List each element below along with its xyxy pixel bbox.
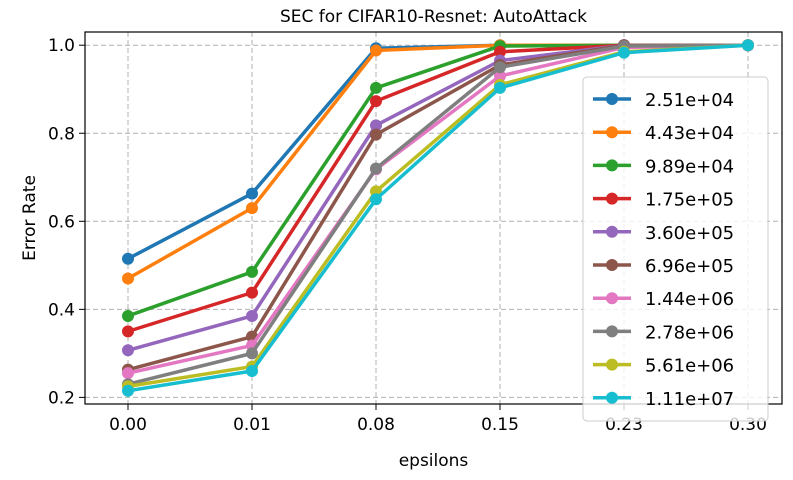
legend-label: 2.51e+04 [645, 90, 734, 111]
x-axis-label: epsilons [399, 451, 469, 471]
legend-label: 5.61e+06 [645, 356, 734, 377]
legend-item: 2.51e+04 [593, 90, 734, 111]
series-layer [122, 39, 754, 397]
data-point [742, 39, 754, 52]
legend-swatch-marker [606, 358, 618, 371]
data-point [246, 265, 258, 278]
legend-item: 2.78e+06 [593, 322, 734, 343]
series-line [127, 43, 749, 393]
y-tick-label: 0.4 [48, 300, 75, 320]
legend-label: 6.96e+05 [645, 256, 734, 277]
data-point [122, 272, 134, 285]
data-point [246, 202, 258, 215]
data-point [246, 187, 258, 200]
x-tick-label: 0.08 [357, 415, 395, 435]
data-point [122, 384, 134, 397]
data-point [246, 364, 258, 377]
legend-swatch-marker [606, 93, 618, 105]
legend-item: 6.96e+05 [593, 256, 734, 277]
legend-label: 4.43e+04 [645, 123, 734, 144]
legend-label: 1.44e+06 [645, 289, 734, 310]
x-tick-label: 0.00 [109, 415, 147, 435]
y-tick-label: 0.8 [48, 124, 75, 144]
legend-swatch-marker [606, 391, 618, 404]
data-point [370, 95, 382, 108]
data-point [246, 309, 258, 322]
data-point [370, 119, 382, 132]
x-tick-label: 0.01 [233, 415, 271, 435]
y-tick-label: 0.2 [48, 388, 75, 408]
legend-box [582, 76, 769, 422]
data-point [370, 44, 382, 57]
y-tick-label: 0.6 [48, 212, 75, 232]
legend-item: 1.75e+05 [593, 190, 734, 211]
data-point [370, 162, 382, 175]
legend-label: 3.60e+05 [645, 223, 734, 244]
legend-label: 1.75e+05 [645, 190, 734, 211]
data-point [494, 81, 506, 94]
plot-frame [84, 31, 783, 405]
legend-swatch-marker [606, 325, 618, 338]
data-point [618, 46, 630, 59]
y-tick-label: 1.0 [48, 36, 75, 56]
legend-item: 9.89e+04 [593, 156, 734, 177]
series-1.11e+07 [122, 39, 754, 397]
data-point [246, 286, 258, 299]
legend-item: 4.43e+04 [593, 123, 734, 144]
legend-swatch-marker [606, 159, 618, 172]
data-point [246, 347, 258, 360]
data-point [122, 344, 134, 357]
data-point [122, 325, 134, 338]
legend-swatch-marker [606, 126, 618, 139]
legend-label: 2.78e+06 [645, 322, 734, 343]
y-axis-label: Error Rate [20, 175, 40, 261]
legend-swatch-marker [606, 259, 618, 271]
data-point [494, 45, 506, 58]
data-point [122, 367, 134, 380]
data-point [494, 70, 506, 83]
legend-swatch-marker [606, 292, 618, 305]
data-point [370, 81, 382, 94]
series-line [127, 43, 749, 386]
data-point [370, 128, 382, 141]
legend-label: 1.11e+07 [645, 389, 734, 410]
legend-swatch-marker [606, 192, 618, 205]
legend-item: 1.11e+07 [593, 389, 734, 410]
chart-title: SEC for CIFAR10-Resnet: AutoAttack [280, 7, 587, 27]
data-point [122, 309, 134, 322]
legend: 2.51e+04 4.43e+04 9.89e+04 1.75e+05 3.60e+05… [582, 76, 769, 422]
legend-item: 1.44e+06 [593, 289, 734, 310]
legend-swatch-marker [606, 225, 618, 238]
x-tick-label: 0.15 [481, 415, 519, 435]
legend-label: 9.89e+04 [645, 156, 734, 177]
data-point [370, 193, 382, 206]
data-point [122, 252, 134, 265]
legend-item: 3.60e+05 [593, 223, 734, 244]
data-point [494, 61, 506, 74]
legend-item: 5.61e+06 [593, 356, 734, 377]
